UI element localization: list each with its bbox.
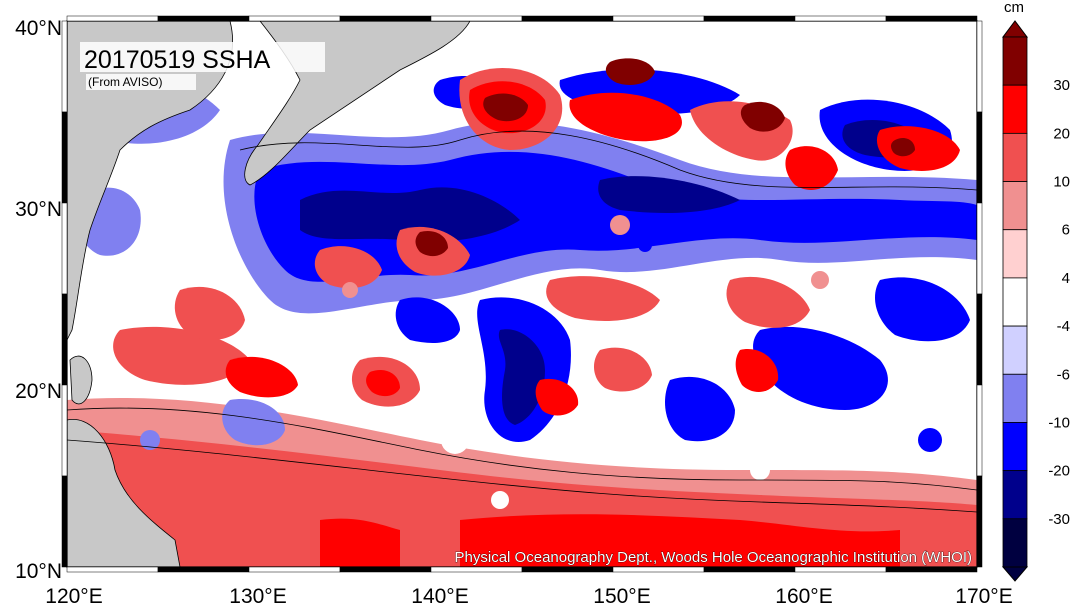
lat-tick-label: 30°N [15,198,62,221]
lon-tick-label: 170°E [955,585,1012,606]
frame-tick-right [976,111,983,204]
colorbar-unit: cm [1004,0,1024,16]
source-box [86,74,196,90]
colorbar-swatch [1002,373,1028,423]
lon-tick-label: 140°E [411,585,468,606]
frame-tick-bottom [157,566,250,573]
frame-tick-bottom [66,566,159,573]
land-taiwan [69,355,93,405]
frame-tick-bottom [612,566,705,573]
frame-tick-top [339,15,432,22]
credit-text: Physical Oceanography Dept., Woods Hole … [455,549,972,566]
frame-tick-left [61,475,68,568]
lat-tick-labels: 40°N 30°N 20°N 10°N [15,17,62,583]
frame-tick-bottom [339,566,432,573]
colorbar-tick-label: 10 [1053,174,1070,191]
contour-lines [67,130,977,513]
frame-tick-right [976,384,983,477]
frame-tick-top [248,15,341,22]
frame-tick-bottom [248,566,341,573]
colorbar-swatch [1002,84,1028,134]
colorbar-swatch [1002,132,1028,182]
frame-tick-left [61,293,68,386]
map-source: (From AVISO) [88,75,162,89]
frame-tick-right [976,293,983,386]
frame-tick-bars [61,15,983,573]
colorbar-tick-label: 6 [1062,222,1070,239]
colorbar-tick-label: 30 [1053,77,1070,94]
frame-tick-bottom [885,566,978,573]
colorbar-tick-label: -20 [1048,463,1070,480]
frame-tick-top [703,15,796,22]
warm-southern-band [67,398,977,567]
map-frame [61,15,983,573]
colorbar-tick-label: -30 [1048,511,1070,528]
lat-tick-label: 40°N [15,17,62,40]
lat-tick-label: 20°N [15,380,62,403]
small-eddies [140,215,942,509]
frame-tick-right [976,202,983,295]
colorbar-tick-label: 4 [1062,270,1070,287]
land-philippines [67,418,181,567]
frame-tick-top [521,15,614,22]
lat-tick-label: 10°N [15,560,62,583]
lon-tick-label: 120°E [45,585,102,606]
frame-tick-top [612,15,705,22]
frame-tick-right [976,20,983,113]
colorbar-labels: 30 20 10 6 4 -4 -6 -10 -20 -30 [1048,77,1070,528]
frame-tick-right [976,475,983,568]
lon-tick-label: 150°E [593,585,650,606]
frame-tick-bottom [794,566,887,573]
colorbar-swatch [1002,325,1028,375]
land-china-coast [67,21,233,341]
lon-tick-label: 130°E [229,585,286,606]
frame-tick-left [61,202,68,295]
colorbar-swatch [1002,470,1028,520]
lon-tick-label: 160°E [775,585,832,606]
frame-tick-left [61,111,68,204]
frame-tick-top [157,15,250,22]
colorbar-swatch [1002,422,1028,472]
frame-tick-top [794,15,887,22]
frame-tick-bottom [521,566,614,573]
title-box [80,42,325,72]
colorbar-swatches [1001,20,1029,582]
colorbar-tick-label: -6 [1057,366,1070,383]
frame-tick-left [61,384,68,477]
frame-tick-bottom [703,566,796,573]
colorbar: cm 30 20 10 6 4 -4 -6 -10 -20 -30 [1001,0,1070,582]
frame-tick-top [66,15,159,22]
colorbar-swatch [1002,518,1028,568]
colorbar-swatch [1002,229,1028,279]
frame-tick-top [430,15,523,22]
colorbar-swatch [1002,181,1028,231]
map-area [67,21,977,567]
frame-tick-bottom [430,566,523,573]
lon-tick-labels: 120°E 130°E 140°E 150°E 160°E 170°E [45,585,1012,606]
colorbar-tick-label: 20 [1053,125,1070,142]
colorbar-tick-label: -4 [1057,318,1070,335]
colorbar-top-extension [1002,20,1028,38]
colorbar-tick-label: -10 [1048,414,1070,431]
map-title: 20170519 SSHA [84,46,271,74]
colorbar-swatch [1002,36,1028,86]
warm-anomaly-eddies [113,58,960,416]
colorbar-bottom-extension [1001,566,1029,582]
frame-tick-left [61,20,68,113]
colorbar-swatch [1002,277,1028,327]
frame-tick-top [885,15,978,22]
